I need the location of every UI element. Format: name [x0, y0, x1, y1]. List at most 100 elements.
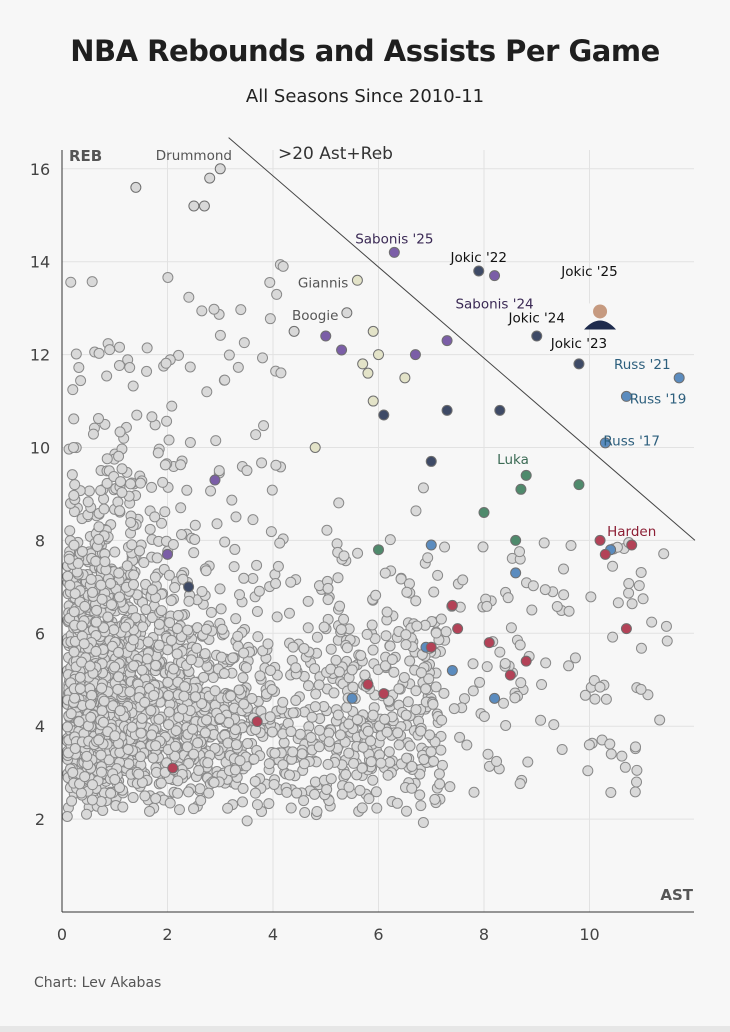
- background-point: [79, 771, 91, 783]
- background-point: [414, 789, 426, 801]
- background-point: [155, 605, 167, 617]
- background-point: [302, 680, 314, 692]
- background-point: [109, 661, 121, 673]
- background-point: [155, 777, 167, 789]
- background-point: [322, 582, 334, 594]
- background-point: [346, 664, 358, 676]
- background-point: [121, 560, 133, 572]
- background-point: [216, 623, 228, 635]
- background-point: [163, 569, 175, 581]
- background-point: [102, 611, 114, 623]
- background-point: [631, 764, 643, 776]
- background-point: [318, 621, 330, 633]
- background-point: [199, 648, 211, 660]
- background-point: [69, 743, 81, 755]
- background-point: [565, 539, 577, 551]
- background-point: [467, 685, 479, 697]
- background-point: [187, 723, 199, 735]
- background-point: [285, 576, 297, 588]
- background-point: [522, 756, 534, 768]
- background-point: [404, 655, 416, 667]
- background-point: [325, 773, 337, 785]
- background-point: [95, 484, 107, 496]
- point-giannis: [357, 358, 369, 370]
- point-westbrook: [489, 692, 501, 704]
- page-subtitle: All Seasons Since 2010-11: [245, 86, 485, 107]
- background-point: [163, 719, 175, 731]
- point-doncic: [510, 534, 522, 546]
- x-tick-label: 4: [268, 925, 278, 944]
- background-point: [166, 400, 178, 412]
- background-point: [535, 714, 547, 726]
- background-point: [262, 638, 274, 650]
- background-point: [247, 572, 259, 584]
- point-harden: [483, 637, 495, 649]
- background-point: [291, 787, 303, 799]
- background-point: [299, 806, 311, 818]
- background-point: [334, 600, 346, 612]
- point-harden: [594, 534, 606, 546]
- background-point: [411, 620, 423, 632]
- y-tick-label: 8: [35, 531, 45, 550]
- background-point: [214, 713, 226, 725]
- background-point: [153, 639, 165, 651]
- background-point: [162, 676, 174, 688]
- background-point: [607, 631, 619, 643]
- background-point: [343, 718, 355, 730]
- background-point: [126, 539, 138, 551]
- y-tick-label: 16: [30, 160, 50, 179]
- background-point: [277, 696, 289, 708]
- background-point: [423, 673, 435, 685]
- background-point: [114, 426, 126, 438]
- background-point: [367, 644, 379, 656]
- background-point: [467, 658, 479, 670]
- point-sabonis: [489, 270, 501, 282]
- background-point: [321, 783, 333, 795]
- background-point: [177, 703, 189, 715]
- background-point: [417, 482, 429, 494]
- background-point: [306, 711, 318, 723]
- background-point: [336, 788, 348, 800]
- y-tick-label: 4: [35, 717, 45, 736]
- background-point: [146, 584, 158, 596]
- background-point: [362, 725, 374, 737]
- background-point: [90, 645, 102, 657]
- background-point: [333, 666, 345, 678]
- background-point: [474, 676, 486, 688]
- background-point: [325, 643, 337, 655]
- background-point: [556, 743, 568, 755]
- background-point: [109, 546, 121, 558]
- background-point: [406, 782, 418, 794]
- background-point: [457, 574, 469, 586]
- background-point: [126, 721, 138, 733]
- background-point: [73, 361, 85, 373]
- background-point: [123, 758, 135, 770]
- background-point: [263, 798, 275, 810]
- background-point: [393, 683, 405, 695]
- point-harden: [378, 688, 390, 700]
- background-point: [515, 677, 527, 689]
- x-tick-label: 0: [57, 925, 67, 944]
- background-point: [459, 693, 471, 705]
- background-point: [114, 705, 126, 717]
- background-point: [418, 753, 430, 765]
- background-point: [219, 374, 231, 386]
- background-point: [268, 778, 280, 790]
- background-point: [505, 622, 517, 634]
- point-labels: Drummond Sabonis '25 Jokic '22 Jokic '25 Gia…: [156, 148, 687, 540]
- background-point: [271, 611, 283, 623]
- background-point: [237, 782, 249, 794]
- background-point: [481, 661, 493, 673]
- background-point: [417, 817, 429, 829]
- background-point: [264, 313, 276, 325]
- background-point: [395, 573, 407, 585]
- background-point: [605, 786, 617, 798]
- background-point: [238, 337, 250, 349]
- background-point: [140, 603, 152, 615]
- background-point: [540, 657, 552, 669]
- background-point: [162, 271, 174, 283]
- background-point: [375, 757, 387, 769]
- background-point: [444, 781, 456, 793]
- background-point: [101, 477, 113, 489]
- background-point: [98, 695, 110, 707]
